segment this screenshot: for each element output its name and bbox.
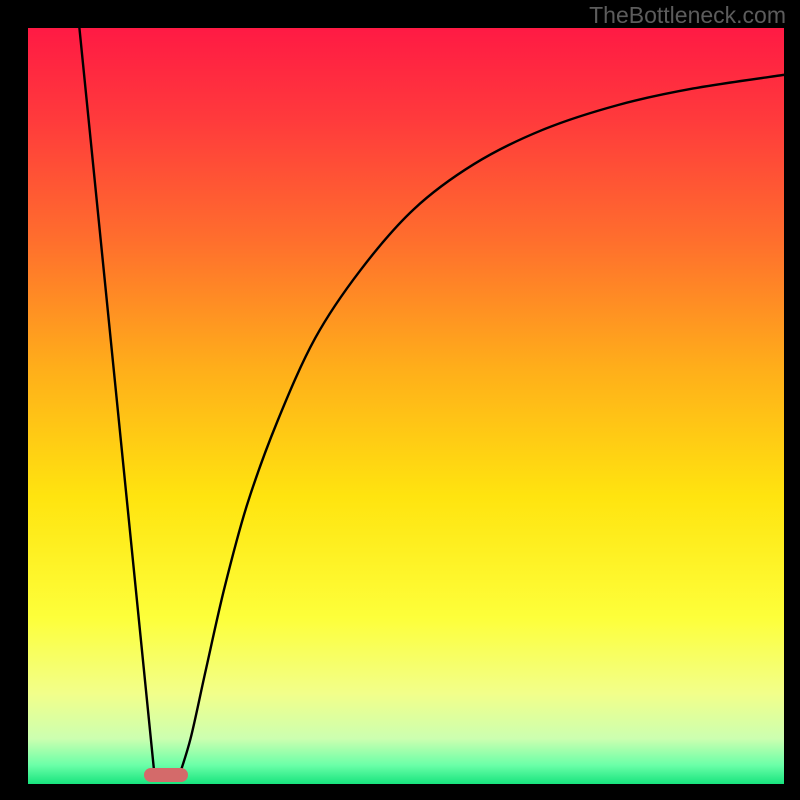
plot-area bbox=[28, 28, 784, 784]
curve-right-segment bbox=[178, 75, 784, 780]
curve-left-segment bbox=[79, 28, 155, 780]
bottleneck-curve bbox=[28, 28, 784, 784]
watermark-text: TheBottleneck.com bbox=[589, 2, 786, 29]
optimal-marker bbox=[144, 768, 188, 782]
